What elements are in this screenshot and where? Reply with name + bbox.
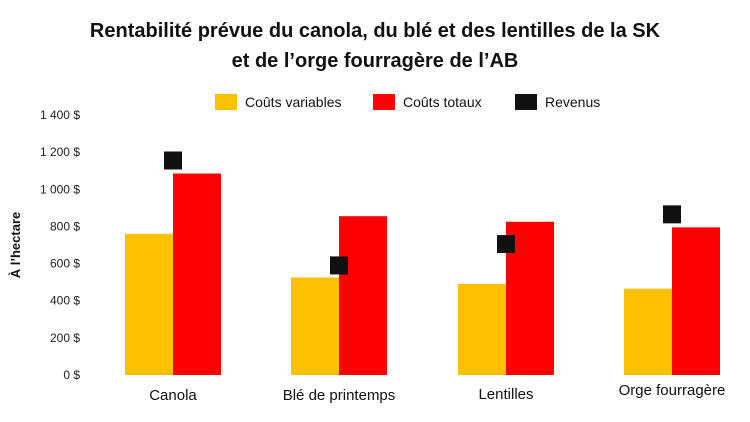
bar-total-costs [339, 216, 387, 375]
x-category-label: Canola [149, 387, 197, 404]
y-tick-label: 200 $ [50, 331, 80, 345]
y-tick-label: 800 $ [50, 219, 80, 233]
bar-variable-costs [458, 284, 506, 375]
y-axis-label: À l’hectare [8, 212, 23, 278]
y-tick-label: 0 $ [63, 368, 80, 382]
revenue-marker [497, 235, 515, 254]
bar-total-costs [173, 173, 221, 375]
x-category-label: Orge fourragère [619, 382, 726, 399]
legend-swatch-0 [215, 94, 237, 110]
bar-total-costs [672, 227, 720, 375]
x-category-label: Lentilles [478, 386, 533, 403]
y-tick-label: 400 $ [50, 294, 80, 308]
y-tick-label: 1 200 $ [40, 145, 80, 159]
bar-variable-costs [624, 288, 672, 375]
y-tick-label: 1 400 $ [40, 108, 80, 122]
y-tick-label: 600 $ [50, 257, 80, 271]
legend-label: Coûts totaux [403, 94, 482, 110]
revenue-marker [663, 205, 681, 224]
y-tick-label: 1 000 $ [40, 182, 80, 196]
legend-swatch-2 [515, 94, 537, 110]
chart-title-line2: et de l’orge fourragère de l’AB [231, 50, 519, 72]
bar-variable-costs [125, 233, 173, 375]
revenue-marker [330, 256, 348, 275]
bar-variable-costs [291, 277, 339, 375]
x-category-label: Blé de printemps [283, 387, 396, 404]
chart-title-line1: Rentabilité prévue du canola, du blé et … [89, 20, 661, 42]
legend-label: Revenus [545, 94, 600, 110]
legend-swatch-1 [373, 94, 395, 110]
legend-label: Coûts variables [245, 94, 342, 110]
revenue-marker [164, 151, 182, 170]
